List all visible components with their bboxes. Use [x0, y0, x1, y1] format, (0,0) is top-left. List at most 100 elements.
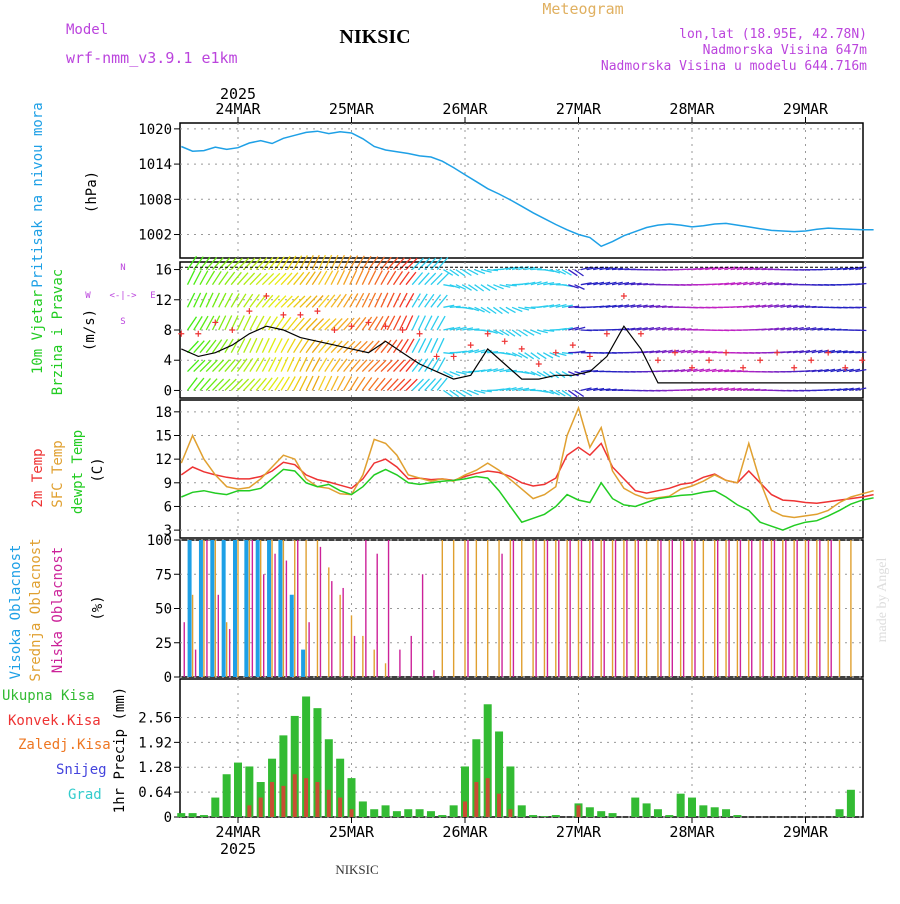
legend-grad: Grad — [68, 787, 102, 803]
wind-legend-w: W — [85, 291, 91, 301]
precip-conv-bar — [259, 798, 263, 817]
y-tick-label: 1020 — [138, 122, 172, 138]
cloud-ylabel-high: Visoka Oblacnost — [8, 545, 24, 680]
y-tick-label: 1014 — [138, 157, 172, 173]
precip-conv-bar — [338, 798, 342, 817]
precip-total-bar — [722, 809, 730, 817]
bottom-date-label: 25MAR — [329, 823, 375, 841]
wind-ylabel-line1: 10m Vjetar — [30, 290, 46, 374]
precip-total-bar — [597, 811, 605, 817]
precip-conv-bar — [350, 809, 354, 817]
y-tick-label: 25 — [155, 636, 172, 652]
coords-label: lon,lat (18.95E, 42.78N) — [679, 27, 867, 42]
y-tick-label: 18 — [155, 405, 172, 421]
y-tick-label: 100 — [147, 533, 172, 549]
precip-total-bar — [631, 798, 639, 817]
precip-ylabel: 1hr Precip (mm) — [112, 687, 128, 813]
y-tick-label: 12 — [155, 452, 172, 468]
precip-total-bar — [654, 809, 662, 817]
legend-konvek-kisa: Konvek.Kisa — [8, 713, 101, 729]
y-tick-label: 1008 — [138, 192, 172, 208]
precip-total-bar — [404, 809, 412, 817]
y-tick-label: 0 — [164, 383, 172, 399]
wind-ylabel-line2: Brzina i Pravac — [50, 269, 66, 395]
precip-total-bar — [688, 798, 696, 817]
wind-barb — [855, 352, 866, 353]
precip-total-bar — [586, 807, 594, 817]
precip-total-bar — [552, 815, 560, 817]
precip-total-bar — [223, 774, 231, 817]
precip-total-bar — [450, 805, 458, 817]
top-date-label: 24MAR — [215, 100, 261, 118]
precip-total-bar — [177, 813, 185, 817]
temp-unit: (C) — [90, 457, 106, 482]
y-tick-label: 2.56 — [138, 710, 172, 726]
precip-conv-bar — [508, 809, 512, 817]
y-tick-label: 8 — [164, 323, 172, 339]
y-tick-label: 1.28 — [138, 760, 172, 776]
precip-panel: 00.641.281.922.56 — [138, 679, 863, 826]
y-tick-label: 1.92 — [138, 735, 172, 751]
y-tick-label: 15 — [155, 428, 172, 444]
precip-total-bar — [711, 807, 719, 817]
temp-ylabel-dewpt: dewpt Temp — [70, 430, 86, 514]
legend-zaledj-kisa: Zaledj.Kisa — [18, 737, 111, 753]
precip-total-bar — [189, 813, 197, 817]
precip-total-bar — [609, 813, 617, 817]
panel-frame-0 — [180, 123, 863, 258]
top-date-label: 25MAR — [329, 100, 375, 118]
model-name: wrf-nmm_v3.9.1 e1km — [66, 49, 238, 67]
top-date-label: 29MAR — [783, 100, 829, 118]
precip-conv-bar — [486, 778, 490, 817]
wind-legend-s: S — [120, 317, 125, 327]
precip-total-bar — [665, 815, 673, 817]
panel-frame-2 — [180, 400, 863, 538]
precip-total-bar — [677, 794, 685, 817]
elevation-label: Nadmorska Visina 647m — [703, 43, 868, 58]
precip-total-bar — [211, 798, 219, 817]
top-date-label: 28MAR — [669, 100, 715, 118]
footer-station: NIKSIC — [335, 862, 378, 877]
bottom-date-label: 28MAR — [669, 823, 715, 841]
y-tick-label: 1002 — [138, 228, 172, 244]
y-tick-label: 12 — [155, 293, 172, 309]
precip-total-bar — [847, 790, 855, 817]
y-tick-label: 4 — [164, 353, 172, 369]
bottom-date-label: 27MAR — [556, 823, 602, 841]
credit-watermark: made by Angel — [875, 558, 890, 643]
top-date-label: 27MAR — [556, 100, 602, 118]
pressure-ylabel: Pritisak na nivou mora — [30, 102, 46, 287]
y-tick-label: 75 — [155, 567, 172, 583]
precip-conv-bar — [293, 774, 297, 817]
temp-ylabel-2m: 2m Temp — [30, 448, 46, 507]
y-tick-label: 9 — [164, 476, 172, 492]
precip-total-bar — [359, 801, 367, 817]
meteogram-title: Meteogram — [542, 0, 623, 18]
precip-conv-bar — [281, 786, 285, 817]
precip-total-bar — [234, 763, 242, 817]
y-tick-label: 6 — [164, 499, 172, 515]
precip-conv-bar — [315, 782, 319, 817]
wind-legend-e: E — [150, 291, 155, 301]
precip-conv-bar — [497, 794, 501, 817]
precip-conv-bar — [577, 805, 581, 817]
precip-conv-bar — [270, 782, 274, 817]
top-date-label: 26MAR — [442, 100, 488, 118]
precip-conv-bar — [327, 790, 331, 817]
precip-total-bar — [733, 815, 741, 817]
pressure-unit: (hPa) — [84, 171, 100, 213]
legend-snijeg: Snijeg — [56, 762, 107, 778]
pressure-panel: 1002 1008 1014 1020 — [138, 122, 873, 258]
precip-total-bar — [529, 815, 537, 817]
precip-conv-bar — [304, 778, 308, 817]
wind-unit: (m/s) — [82, 309, 98, 351]
precip-total-bar — [382, 805, 390, 817]
precip-conv-bar — [474, 782, 478, 817]
wind-barb — [855, 330, 866, 331]
precip-total-bar — [540, 816, 548, 817]
precip-total-bar — [836, 809, 844, 817]
precip-total-bar — [416, 809, 424, 817]
